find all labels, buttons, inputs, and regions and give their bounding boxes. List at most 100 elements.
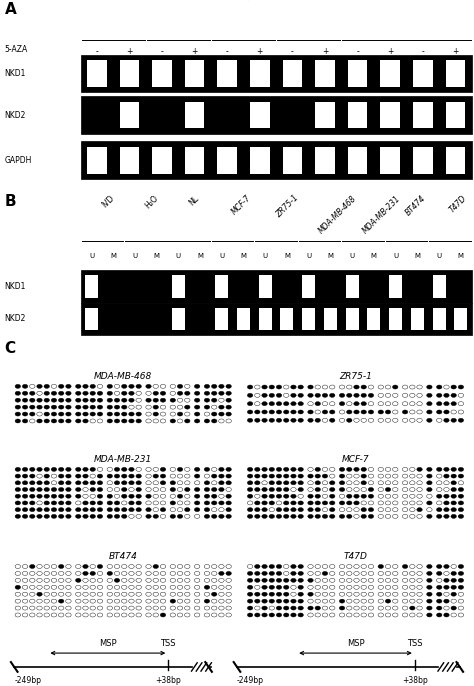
Circle shape (276, 467, 282, 471)
Circle shape (97, 488, 103, 491)
Circle shape (427, 585, 432, 589)
Circle shape (22, 494, 28, 498)
Circle shape (37, 508, 42, 512)
Circle shape (255, 488, 260, 491)
Circle shape (339, 393, 345, 397)
Circle shape (437, 467, 442, 471)
Circle shape (276, 585, 282, 589)
Circle shape (458, 474, 464, 478)
Circle shape (298, 410, 303, 414)
Bar (250, 102, 270, 128)
Circle shape (90, 384, 95, 388)
Circle shape (315, 401, 320, 405)
Circle shape (444, 467, 449, 471)
Circle shape (129, 481, 134, 485)
Circle shape (308, 393, 313, 397)
Circle shape (283, 418, 289, 423)
Circle shape (247, 571, 253, 576)
Text: GAPDH: GAPDH (5, 156, 32, 165)
Text: MSP: MSP (346, 639, 365, 648)
Circle shape (276, 508, 282, 512)
Circle shape (269, 599, 274, 603)
Circle shape (291, 494, 296, 498)
Circle shape (114, 508, 120, 512)
Circle shape (226, 467, 231, 471)
Circle shape (15, 481, 20, 485)
Bar (454, 307, 467, 330)
Circle shape (437, 613, 442, 617)
Circle shape (368, 508, 374, 512)
Bar (250, 147, 270, 174)
Circle shape (22, 501, 28, 505)
Circle shape (427, 474, 432, 478)
Bar (218, 60, 237, 87)
Circle shape (298, 467, 303, 471)
Circle shape (136, 501, 141, 505)
Circle shape (291, 599, 296, 603)
Circle shape (276, 514, 282, 519)
Circle shape (451, 385, 456, 389)
Circle shape (276, 385, 282, 389)
Circle shape (385, 488, 391, 491)
Circle shape (58, 398, 64, 402)
Circle shape (255, 514, 260, 519)
Circle shape (262, 592, 267, 596)
Circle shape (204, 514, 210, 519)
Circle shape (291, 578, 296, 582)
Circle shape (194, 391, 200, 395)
Circle shape (58, 391, 64, 395)
Circle shape (177, 412, 183, 416)
Circle shape (329, 508, 335, 512)
Bar (81, 96, 472, 134)
Circle shape (291, 481, 296, 485)
Circle shape (247, 585, 253, 589)
Text: M: M (240, 252, 246, 259)
Circle shape (283, 592, 289, 596)
Text: M: M (110, 252, 116, 259)
Circle shape (146, 514, 151, 519)
Circle shape (226, 474, 231, 478)
Circle shape (44, 391, 49, 395)
Circle shape (136, 412, 141, 416)
Bar (172, 307, 185, 330)
Circle shape (37, 405, 42, 409)
Circle shape (283, 613, 289, 617)
Circle shape (177, 494, 183, 498)
Circle shape (107, 419, 112, 423)
Circle shape (283, 514, 289, 519)
Circle shape (291, 508, 296, 512)
Circle shape (339, 488, 345, 491)
Circle shape (83, 481, 88, 485)
Circle shape (262, 474, 267, 478)
Circle shape (204, 384, 210, 388)
Circle shape (75, 384, 81, 388)
Circle shape (204, 488, 210, 491)
Circle shape (75, 578, 81, 582)
Circle shape (75, 481, 81, 485)
Bar (302, 275, 315, 298)
Circle shape (194, 398, 200, 402)
Text: +: + (452, 47, 458, 56)
Circle shape (276, 592, 282, 596)
Circle shape (66, 481, 71, 485)
Circle shape (255, 481, 260, 485)
Circle shape (184, 488, 190, 491)
Circle shape (90, 398, 95, 402)
Circle shape (44, 398, 49, 402)
Circle shape (427, 501, 432, 505)
Circle shape (58, 488, 64, 491)
Bar (413, 60, 432, 87)
Circle shape (291, 501, 296, 505)
Circle shape (129, 467, 134, 471)
Circle shape (276, 599, 282, 603)
Circle shape (427, 488, 432, 491)
Circle shape (291, 571, 296, 576)
Circle shape (29, 391, 35, 395)
Circle shape (22, 419, 28, 423)
Circle shape (427, 481, 432, 485)
Circle shape (121, 405, 127, 409)
Circle shape (437, 410, 442, 414)
Circle shape (37, 514, 42, 519)
Text: -: - (421, 47, 424, 56)
Circle shape (226, 384, 231, 388)
